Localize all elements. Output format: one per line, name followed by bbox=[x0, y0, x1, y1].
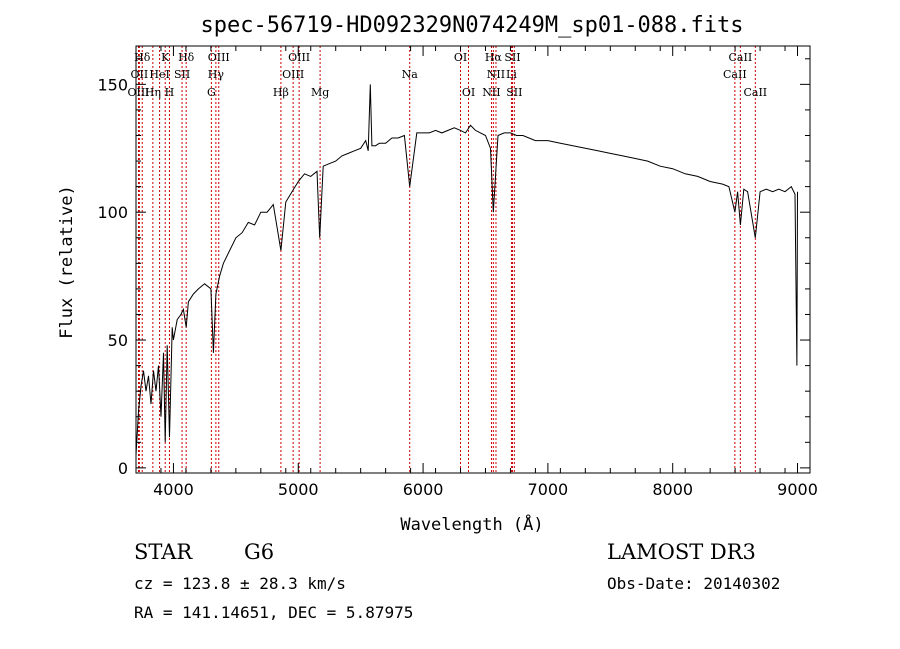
line-label-24: SII bbox=[506, 86, 522, 99]
line-label-6: Hδ bbox=[178, 51, 195, 64]
x-axis-label: Wavelength (Å) bbox=[400, 513, 543, 535]
line-label-26: CaII bbox=[723, 68, 747, 81]
line-label-18: OI bbox=[462, 86, 475, 99]
x-tick-label: 7000 bbox=[528, 480, 569, 499]
line-label-19: Hα bbox=[485, 51, 503, 64]
y-tick-label: 150 bbox=[97, 75, 128, 94]
y-tick-label: 50 bbox=[108, 331, 128, 350]
line-label-4: HeI bbox=[149, 68, 169, 81]
x-tick-label: 6000 bbox=[403, 480, 444, 499]
y-tick-label: 100 bbox=[97, 203, 128, 222]
line-label-8: H bbox=[165, 86, 175, 99]
line-label-1: OII bbox=[131, 68, 149, 81]
object-class: STAR bbox=[134, 540, 193, 564]
line-label-14: Hβ bbox=[273, 86, 289, 99]
axis-ticks: 4000 5000 6000 7000 8000 9000 0 50 100 150 bbox=[97, 46, 818, 499]
chart-title: spec-56719-HD092329N074249M_sp01-088.fit… bbox=[200, 13, 743, 38]
line-label-10: Hγ bbox=[208, 68, 225, 81]
line-label-27: CaII bbox=[743, 86, 767, 99]
x-tick-label: 5000 bbox=[278, 480, 319, 499]
line-label-12: OIII bbox=[288, 51, 310, 64]
line-label-20: SII bbox=[504, 51, 520, 64]
line-label-9: OIII bbox=[208, 51, 230, 64]
spectral-line-markers bbox=[137, 46, 756, 473]
coordinates: RA = 141.14651, DEC = 5.87975 bbox=[134, 603, 414, 622]
spectral-line-labels: Hδ OII OIII K HeI Hη Hδ SII H OIII Hγ G OIII OIII Hβ Mg… bbox=[127, 51, 767, 99]
y-tick-label: 0 bbox=[118, 459, 128, 478]
survey-name: LAMOST DR3 bbox=[607, 540, 756, 564]
line-label-25: CaII bbox=[729, 51, 753, 64]
line-label-7: SII bbox=[174, 68, 190, 81]
line-label-3: K bbox=[161, 51, 170, 64]
line-label-21: NII bbox=[487, 68, 505, 81]
line-label-13: OIII bbox=[282, 68, 304, 81]
line-label-23: NII bbox=[482, 86, 500, 99]
line-label-0: Hδ bbox=[134, 51, 151, 64]
y-axis-label: Flux (relative) bbox=[57, 185, 77, 339]
line-label-11: G bbox=[207, 86, 216, 99]
object-subclass: G6 bbox=[244, 540, 275, 564]
line-label-15: Mg bbox=[311, 86, 329, 99]
plot-frame bbox=[135, 45, 811, 474]
observation-date: Obs-Date: 20140302 bbox=[607, 574, 781, 593]
line-label-2: OIII bbox=[127, 86, 149, 99]
line-label-17: OI bbox=[454, 51, 467, 64]
x-tick-label: 9000 bbox=[777, 480, 818, 499]
line-label-16: Na bbox=[402, 68, 419, 81]
spectrum-series bbox=[135, 84, 798, 456]
x-tick-label: 8000 bbox=[652, 480, 693, 499]
line-label-5: Hη bbox=[145, 86, 161, 99]
spectrum-line bbox=[135, 84, 798, 456]
line-label-22: Li bbox=[506, 68, 517, 81]
x-tick-label: 4000 bbox=[153, 480, 194, 499]
redshift-cz: cz = 123.8 ± 28.3 km/s bbox=[134, 574, 346, 593]
